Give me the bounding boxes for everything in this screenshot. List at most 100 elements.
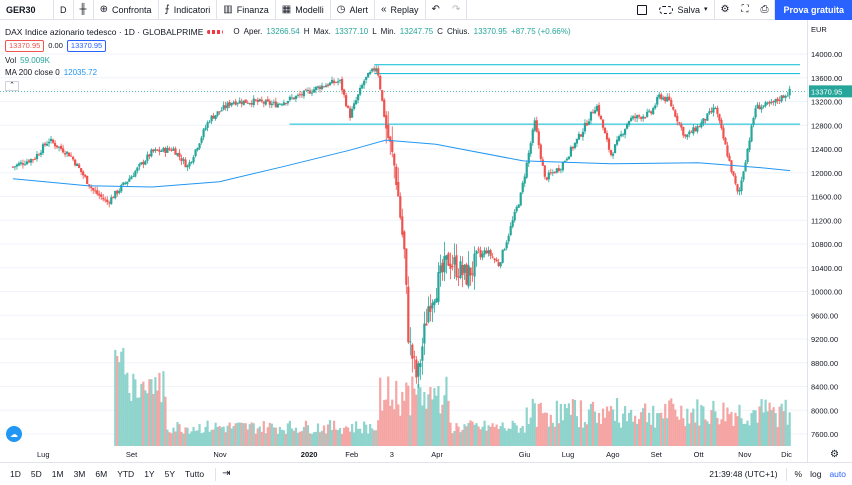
volume-bar (340, 433, 344, 446)
volume-bar (365, 424, 368, 446)
candle-body (617, 136, 621, 141)
candle-body (585, 122, 589, 126)
candle-body (407, 286, 410, 343)
tv-logo[interactable]: ☁ (6, 426, 22, 442)
volume-bar (587, 409, 591, 446)
price-chart[interactable]: Lug Set Nov 2020 Feb 3 Apr Giu Lug Ago Set Ott Nov Di… (0, 20, 807, 462)
candle-body (678, 122, 681, 124)
dashed-line-icon[interactable] (207, 30, 224, 34)
save-button[interactable]: Salva ▾ (653, 0, 715, 20)
candle-body (507, 235, 510, 242)
volume-bar (559, 403, 562, 446)
volume-bar (300, 431, 304, 446)
range-5y[interactable]: 5Y (164, 469, 175, 479)
volume-bar (324, 433, 328, 446)
range-5d[interactable]: 5D (30, 469, 42, 479)
finance-button[interactable]: ▥ Finanza (217, 0, 276, 20)
volume-bar (573, 400, 577, 446)
volume-bar (322, 425, 326, 446)
clock-display[interactable]: 21:39:48 (UTC+1) (709, 469, 778, 479)
volume-bar (280, 429, 283, 446)
candle-body (605, 132, 609, 140)
candle-body (246, 102, 249, 104)
price-tick-label: 12400.00 (811, 145, 842, 154)
range-1d[interactable]: 1D (10, 469, 21, 479)
snapshot-button[interactable]: ⎙ (754, 0, 776, 20)
volume-bar (748, 425, 751, 446)
volume-bar (294, 427, 298, 446)
candle-body (391, 140, 394, 152)
replay-button[interactable]: «Replay (375, 0, 426, 20)
range-6m[interactable]: 6M (95, 469, 108, 479)
candle-body (634, 116, 637, 119)
candle-body (724, 137, 727, 145)
price-tick-label: 11200.00 (811, 216, 842, 225)
volume-bar (634, 415, 637, 446)
candle-body (306, 90, 310, 92)
templates-button[interactable]: ▦ Modelli (276, 0, 331, 20)
volume-bar (772, 407, 775, 446)
volume-bar (485, 430, 488, 446)
sell-price[interactable]: 13370.95 (5, 40, 45, 52)
log-scale-button[interactable]: log (810, 469, 822, 479)
volume-bar (479, 429, 482, 446)
range-3m[interactable]: 3M (73, 469, 86, 479)
ma-legend-row[interactable]: MA 200 close 0 12035.72 (5, 67, 571, 79)
collapse-legend-button[interactable]: ⌃ (5, 81, 19, 91)
interval-button[interactable]: D (54, 0, 74, 20)
candle-body (726, 145, 729, 157)
candle-body (238, 100, 241, 104)
range-1m[interactable]: 1M (51, 469, 64, 479)
volume-bar (527, 423, 530, 446)
auto-scale-button[interactable]: auto (829, 469, 846, 479)
indicators-button[interactable]: ⨍ Indicatori (159, 0, 218, 20)
time-axis[interactable]: Lug Set Nov 2020 Feb 3 Apr Giu Lug Ago Set Ott Nov Di… (37, 450, 792, 459)
range-ytd[interactable]: YTD (117, 469, 135, 479)
free-trial-button[interactable]: Prova gratuita (775, 0, 852, 20)
volume-bar (589, 403, 593, 446)
candle-body (764, 102, 767, 107)
candle-body (499, 262, 502, 267)
layout-button[interactable] (631, 0, 653, 20)
volume-bar (421, 405, 424, 446)
settings-button[interactable]: ⚙ (715, 0, 736, 20)
range-tutto[interactable]: Tutto (185, 469, 205, 479)
volume-bar (288, 420, 291, 446)
range-1y[interactable]: 1Y (144, 469, 155, 479)
candle-body (336, 81, 340, 83)
percent-scale-button[interactable]: % (794, 469, 803, 479)
settings-corner-button[interactable]: ⚙ (830, 449, 839, 460)
finance-label: Finanza (236, 4, 269, 15)
candle-body (417, 363, 420, 377)
candle-body (668, 96, 671, 101)
price-axis[interactable]: 14000.00 13600.00 13200.00 12800.00 12400.00… (807, 20, 852, 462)
ma-label: MA 200 close 0 (5, 68, 60, 77)
fullscreen-button[interactable]: ⛶ (735, 0, 754, 20)
candle-body (497, 262, 500, 266)
candle-body (483, 250, 486, 255)
horizontal-lines[interactable] (0, 64, 807, 125)
compare-button[interactable]: ⊕ Confronta (94, 0, 159, 20)
chart-type-button[interactable]: ╫ (74, 0, 94, 20)
goto-date-icon[interactable]: ⇥ (222, 468, 231, 479)
volume-bar (172, 427, 175, 446)
volume-bar (375, 430, 378, 446)
alert-button[interactable]: ◷ Alert (331, 0, 375, 20)
symbol-search[interactable]: GER30 (0, 0, 54, 20)
volume-bar (395, 380, 398, 446)
candle-body (706, 113, 709, 121)
candle-body (599, 115, 603, 120)
buy-price[interactable]: 13370.95 (66, 40, 107, 52)
undo-button[interactable]: ↶ (426, 0, 446, 20)
redo-button[interactable]: ↷ (446, 0, 468, 20)
chart-pane[interactable]: Lug Set Nov 2020 Feb 3 Apr Giu Lug Ago Set Ott Nov Di… (0, 20, 807, 462)
candle-body (593, 110, 597, 114)
candle-body (692, 127, 695, 134)
high-value: 13377.10 (334, 27, 369, 36)
volume-bar (700, 405, 703, 446)
volume-legend-row[interactable]: Vol 59.009K (5, 55, 571, 67)
volume-bar (593, 411, 597, 446)
candle-body (575, 138, 579, 144)
volume-bar (318, 432, 322, 446)
volume-bar (326, 424, 330, 446)
